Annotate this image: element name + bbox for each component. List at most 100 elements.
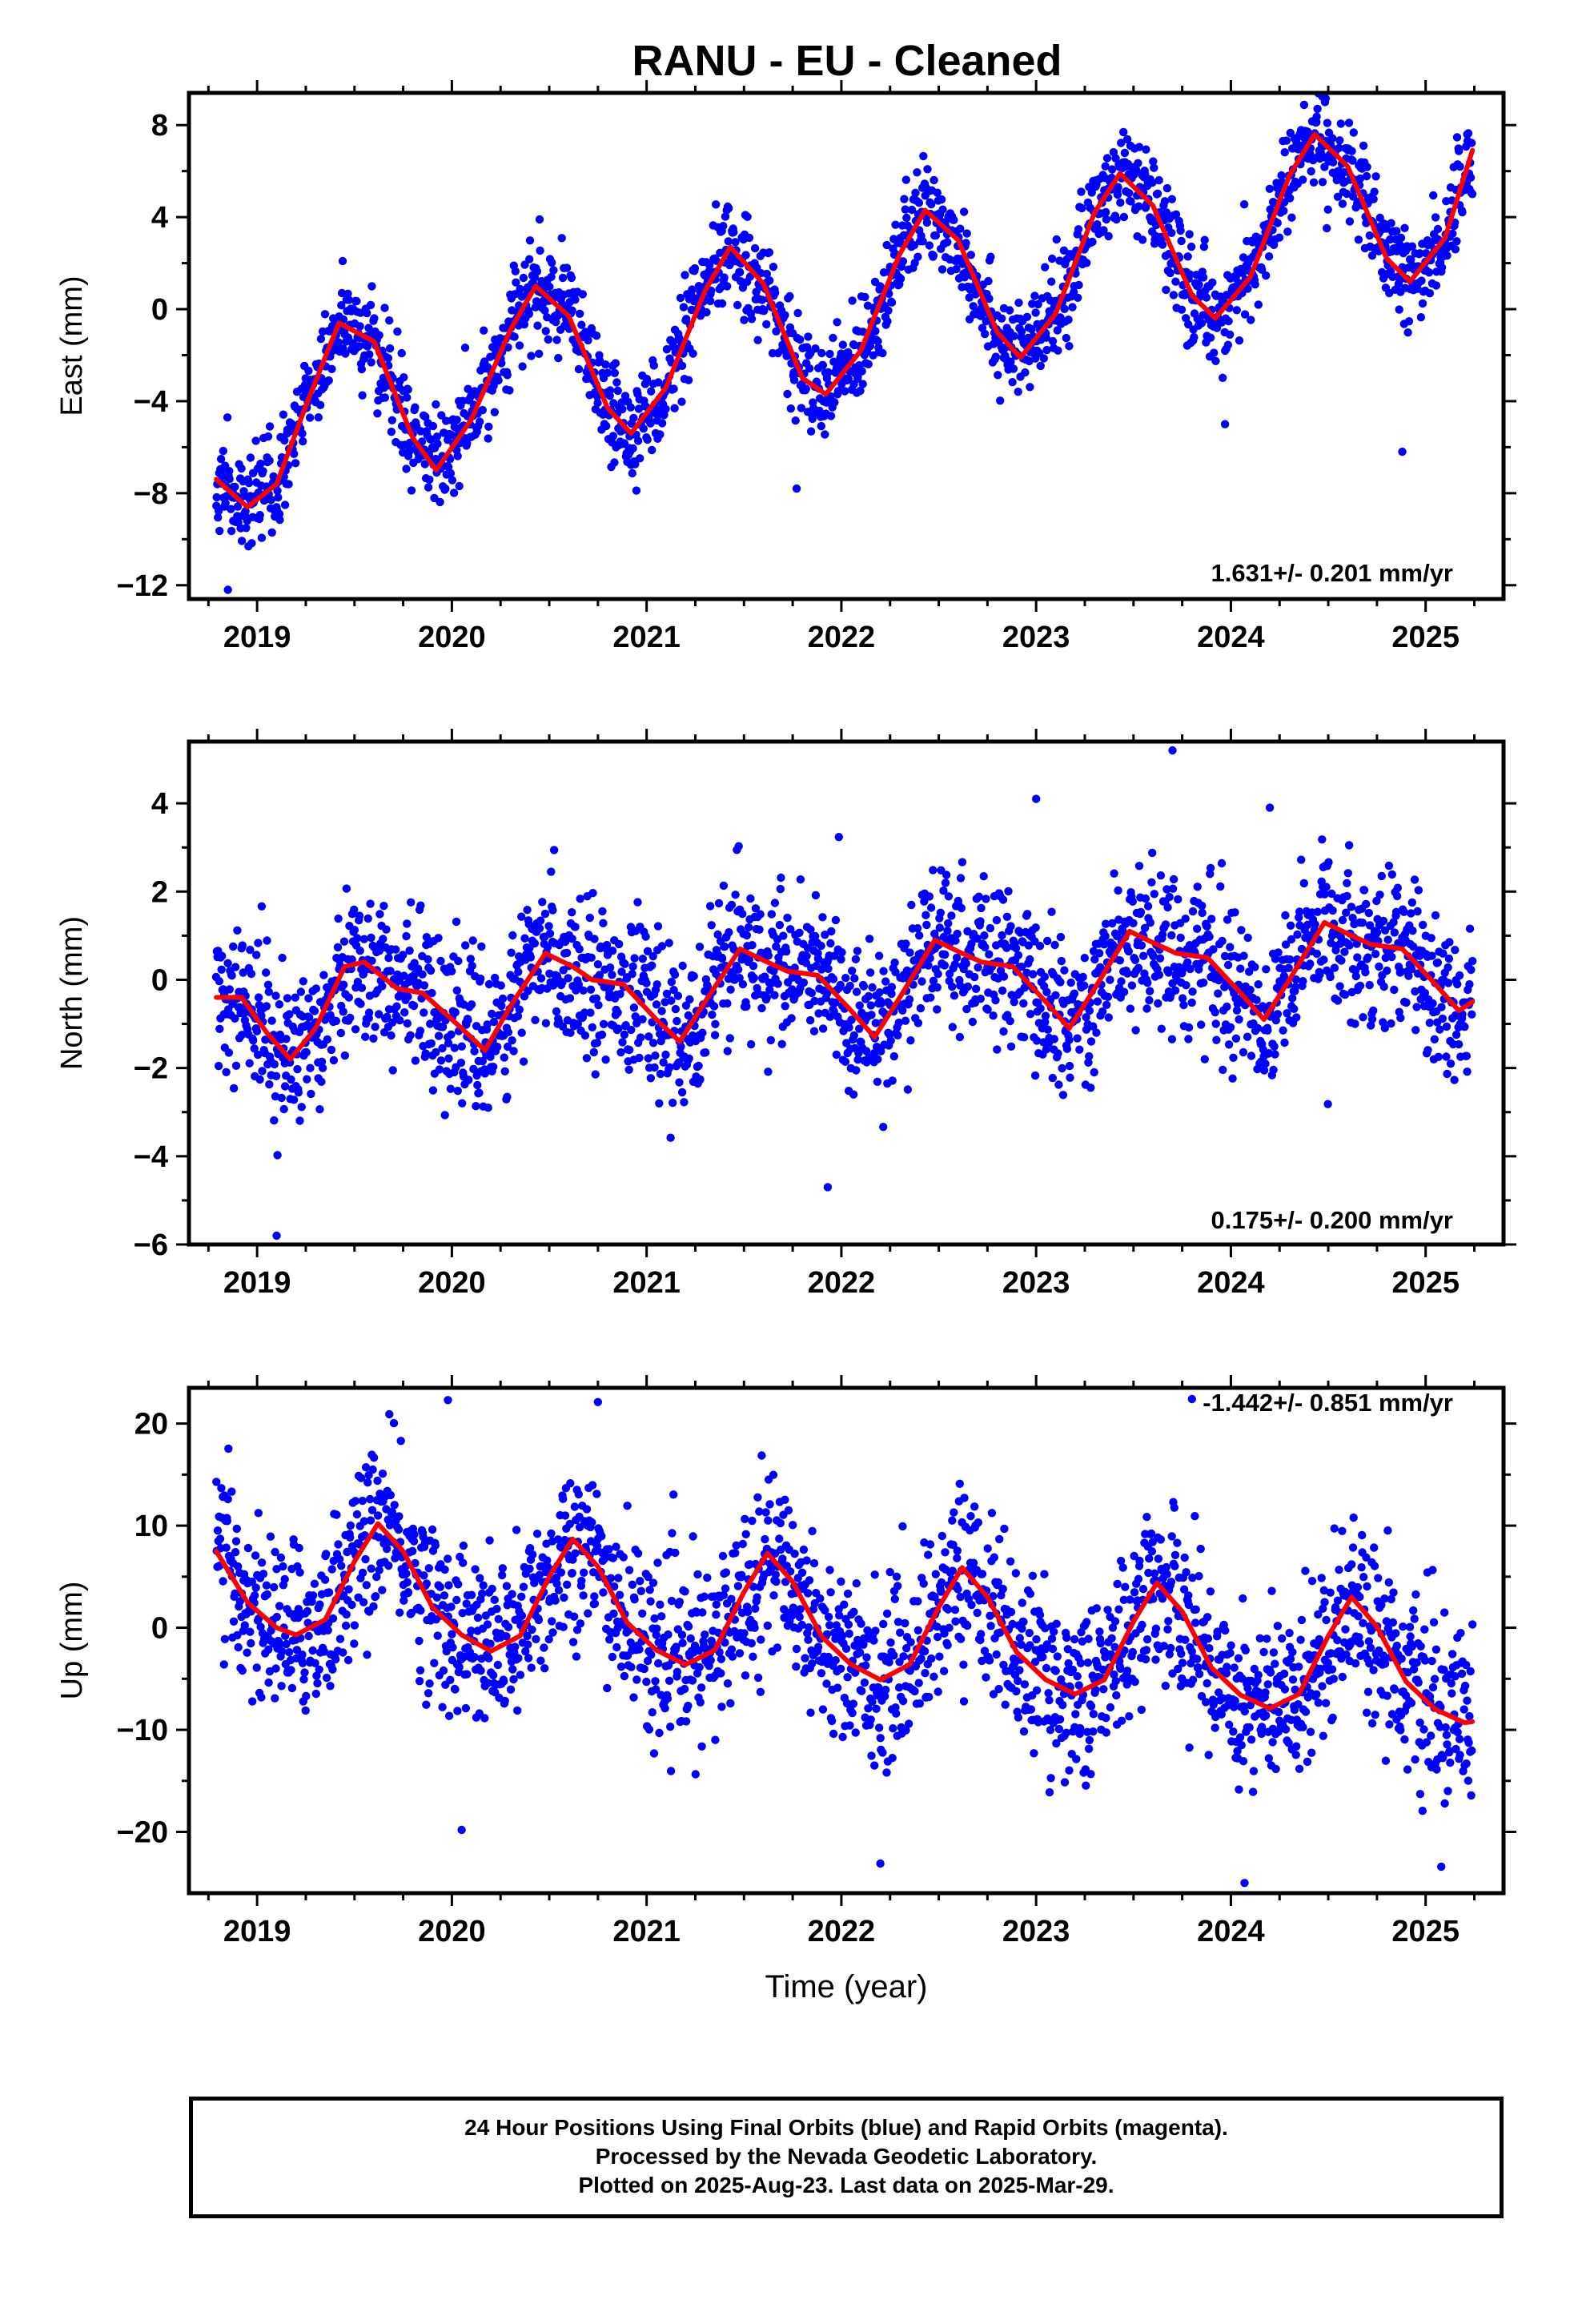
data-point bbox=[1465, 924, 1475, 933]
data-point bbox=[1348, 156, 1357, 165]
data-point bbox=[387, 416, 396, 424]
data-point bbox=[1393, 883, 1403, 892]
data-point bbox=[793, 308, 802, 318]
data-point bbox=[562, 263, 572, 272]
data-point bbox=[783, 389, 792, 399]
data-point bbox=[1281, 911, 1290, 920]
data-point bbox=[272, 1612, 281, 1622]
data-point bbox=[1104, 231, 1113, 241]
data-point bbox=[1075, 1045, 1084, 1054]
data-point bbox=[327, 364, 336, 373]
data-point bbox=[1442, 1052, 1451, 1061]
data-point bbox=[411, 403, 420, 412]
data-point bbox=[939, 887, 948, 895]
data-point bbox=[832, 1050, 841, 1059]
data-point bbox=[1162, 208, 1171, 217]
data-point bbox=[1042, 333, 1050, 342]
data-point bbox=[1323, 223, 1331, 233]
data-point bbox=[1089, 1022, 1098, 1031]
data-point bbox=[1197, 1020, 1206, 1029]
data-point bbox=[304, 994, 313, 1003]
data-point bbox=[873, 337, 882, 346]
data-point bbox=[313, 1679, 322, 1688]
data-point bbox=[415, 1677, 424, 1686]
data-point bbox=[229, 1617, 239, 1626]
data-point bbox=[275, 1602, 284, 1610]
data-point bbox=[231, 1061, 241, 1071]
data-point bbox=[736, 277, 745, 286]
data-point bbox=[1154, 999, 1162, 1008]
data-point bbox=[396, 1608, 404, 1617]
data-point bbox=[1338, 915, 1347, 925]
data-point bbox=[907, 900, 916, 910]
data-point bbox=[833, 387, 843, 396]
data-point bbox=[264, 1678, 273, 1687]
data-point bbox=[317, 1077, 326, 1087]
data-point bbox=[1101, 162, 1110, 171]
data-point bbox=[548, 258, 556, 267]
data-point bbox=[524, 987, 532, 995]
data-point bbox=[1197, 319, 1207, 328]
data-point bbox=[346, 1521, 355, 1530]
data-point bbox=[240, 1008, 249, 1017]
x-tick-label: 2025 bbox=[1391, 1266, 1460, 1300]
data-point bbox=[548, 981, 558, 990]
data-point bbox=[245, 1059, 254, 1068]
data-point bbox=[304, 1631, 313, 1641]
data-point bbox=[608, 947, 617, 955]
data-point bbox=[1420, 988, 1430, 998]
data-point bbox=[215, 1024, 224, 1034]
data-point bbox=[772, 942, 781, 951]
data-point bbox=[977, 312, 986, 320]
data-point bbox=[1380, 1023, 1390, 1033]
data-point bbox=[379, 902, 388, 911]
data-point bbox=[316, 335, 326, 344]
data-point bbox=[535, 349, 544, 358]
data-point bbox=[1229, 1053, 1238, 1063]
data-point bbox=[552, 1007, 561, 1016]
data-point bbox=[1410, 875, 1419, 884]
data-point bbox=[680, 1098, 689, 1107]
data-point bbox=[393, 327, 402, 336]
data-point bbox=[886, 1036, 895, 1045]
data-point bbox=[1148, 848, 1157, 858]
data-point bbox=[420, 1571, 428, 1580]
data-point bbox=[1066, 978, 1075, 987]
data-point bbox=[567, 273, 576, 283]
data-point bbox=[215, 1534, 225, 1543]
data-point bbox=[1463, 1068, 1472, 1076]
data-point bbox=[871, 327, 880, 336]
data-point bbox=[617, 398, 626, 407]
data-point bbox=[574, 980, 583, 989]
data-point bbox=[426, 435, 436, 444]
data-point bbox=[725, 203, 733, 213]
data-point bbox=[624, 1065, 633, 1075]
data-point bbox=[595, 971, 604, 979]
data-point bbox=[804, 332, 813, 341]
data-point bbox=[585, 913, 594, 923]
data-point bbox=[601, 1055, 610, 1064]
data-point bbox=[437, 411, 446, 420]
data-point bbox=[1158, 930, 1167, 939]
data-point bbox=[592, 994, 601, 1003]
data-point bbox=[1009, 364, 1018, 373]
data-point bbox=[931, 231, 941, 240]
data-point bbox=[402, 464, 411, 473]
data-point bbox=[903, 1085, 913, 1094]
data-point bbox=[359, 935, 368, 943]
data-point bbox=[375, 1533, 383, 1542]
data-point bbox=[702, 308, 711, 317]
data-point bbox=[1078, 972, 1087, 982]
data-point bbox=[227, 971, 236, 980]
data-point bbox=[363, 1651, 371, 1659]
data-point bbox=[1116, 198, 1125, 207]
data-point bbox=[400, 373, 408, 382]
data-point bbox=[532, 267, 542, 276]
data-point bbox=[279, 1104, 288, 1114]
data-point bbox=[538, 898, 547, 907]
data-point bbox=[278, 1647, 287, 1656]
data-point bbox=[1023, 910, 1032, 919]
data-point bbox=[1170, 986, 1180, 995]
data-point bbox=[364, 1008, 374, 1017]
data-point bbox=[416, 901, 425, 910]
